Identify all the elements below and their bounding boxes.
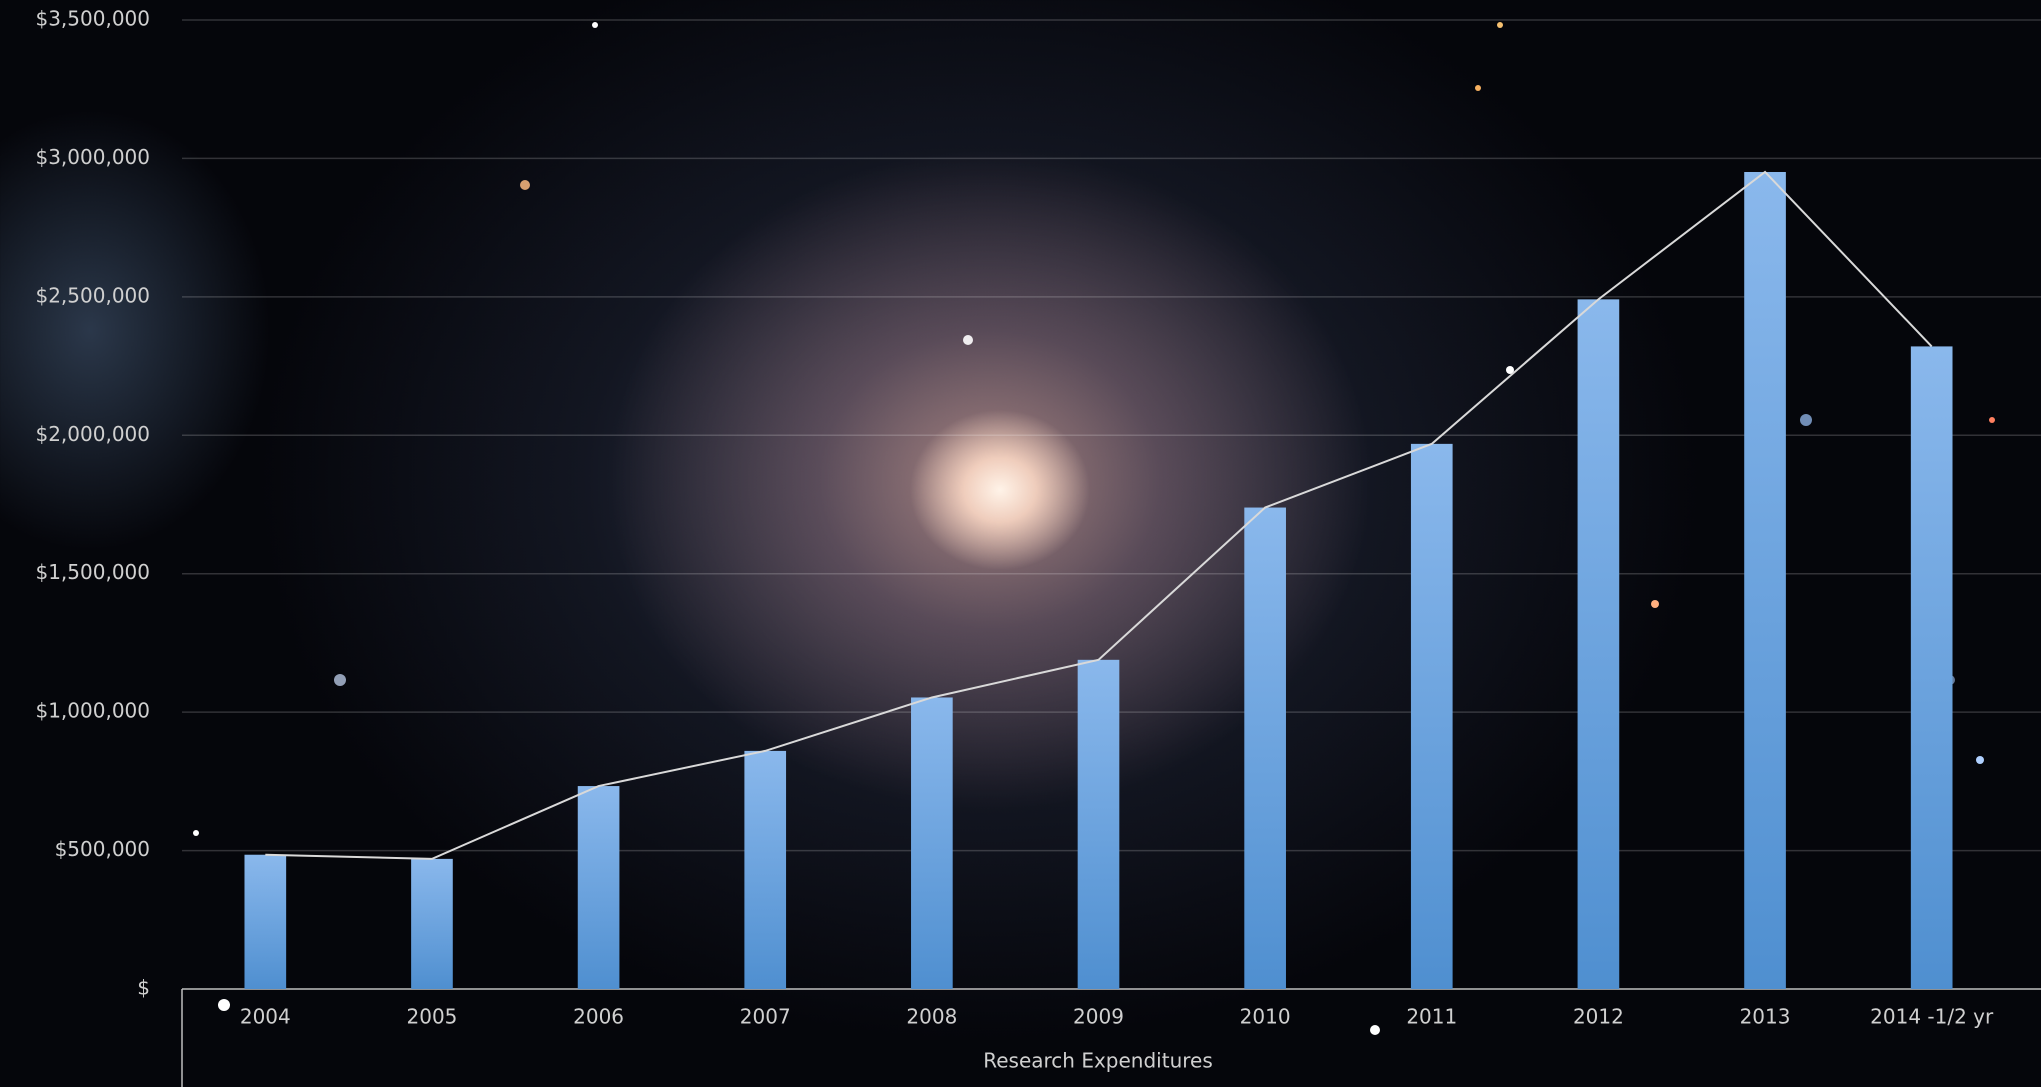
bar [411,858,453,989]
trend-line [265,170,1933,860]
x-tick-label: 2012 [1573,1005,1624,1029]
bar [1244,507,1286,989]
x-tick-label: 2013 [1740,1005,1791,1029]
x-tick-label: 2006 [573,1005,624,1029]
x-tick-label: 2004 [240,1005,291,1029]
bar [1577,299,1620,989]
bar [1077,659,1120,989]
x-tick-label: 2007 [740,1005,791,1029]
y-tick-label: $1,000,000 [35,699,150,723]
x-tick-label: 2014 -1/2 yr [1870,1005,1994,1029]
y-tick-label: $3,000,000 [35,145,150,169]
y-tick-label: $500,000 [55,837,150,861]
x-tick-label: 2005 [407,1005,458,1029]
bar [1410,443,1453,989]
y-tick-label: $1,500,000 [35,560,150,584]
x-tick-label: 2009 [1073,1005,1124,1029]
y-tick-label: $2,500,000 [35,283,150,307]
x-axis-label: Research Expenditures [983,1049,1213,1073]
bar [244,854,287,989]
bar [577,786,620,989]
y-tick-label: $2,000,000 [35,422,150,446]
y-tick-label: $ [137,976,150,1000]
bar [1744,171,1786,989]
x-tick-label: 2011 [1406,1005,1457,1029]
y-tick-label: $3,500,000 [35,7,150,31]
bar [744,750,787,989]
bar [911,697,953,989]
bar [1910,346,1953,990]
x-tick-label: 2008 [906,1005,957,1029]
x-tick-label: 2010 [1240,1005,1291,1029]
